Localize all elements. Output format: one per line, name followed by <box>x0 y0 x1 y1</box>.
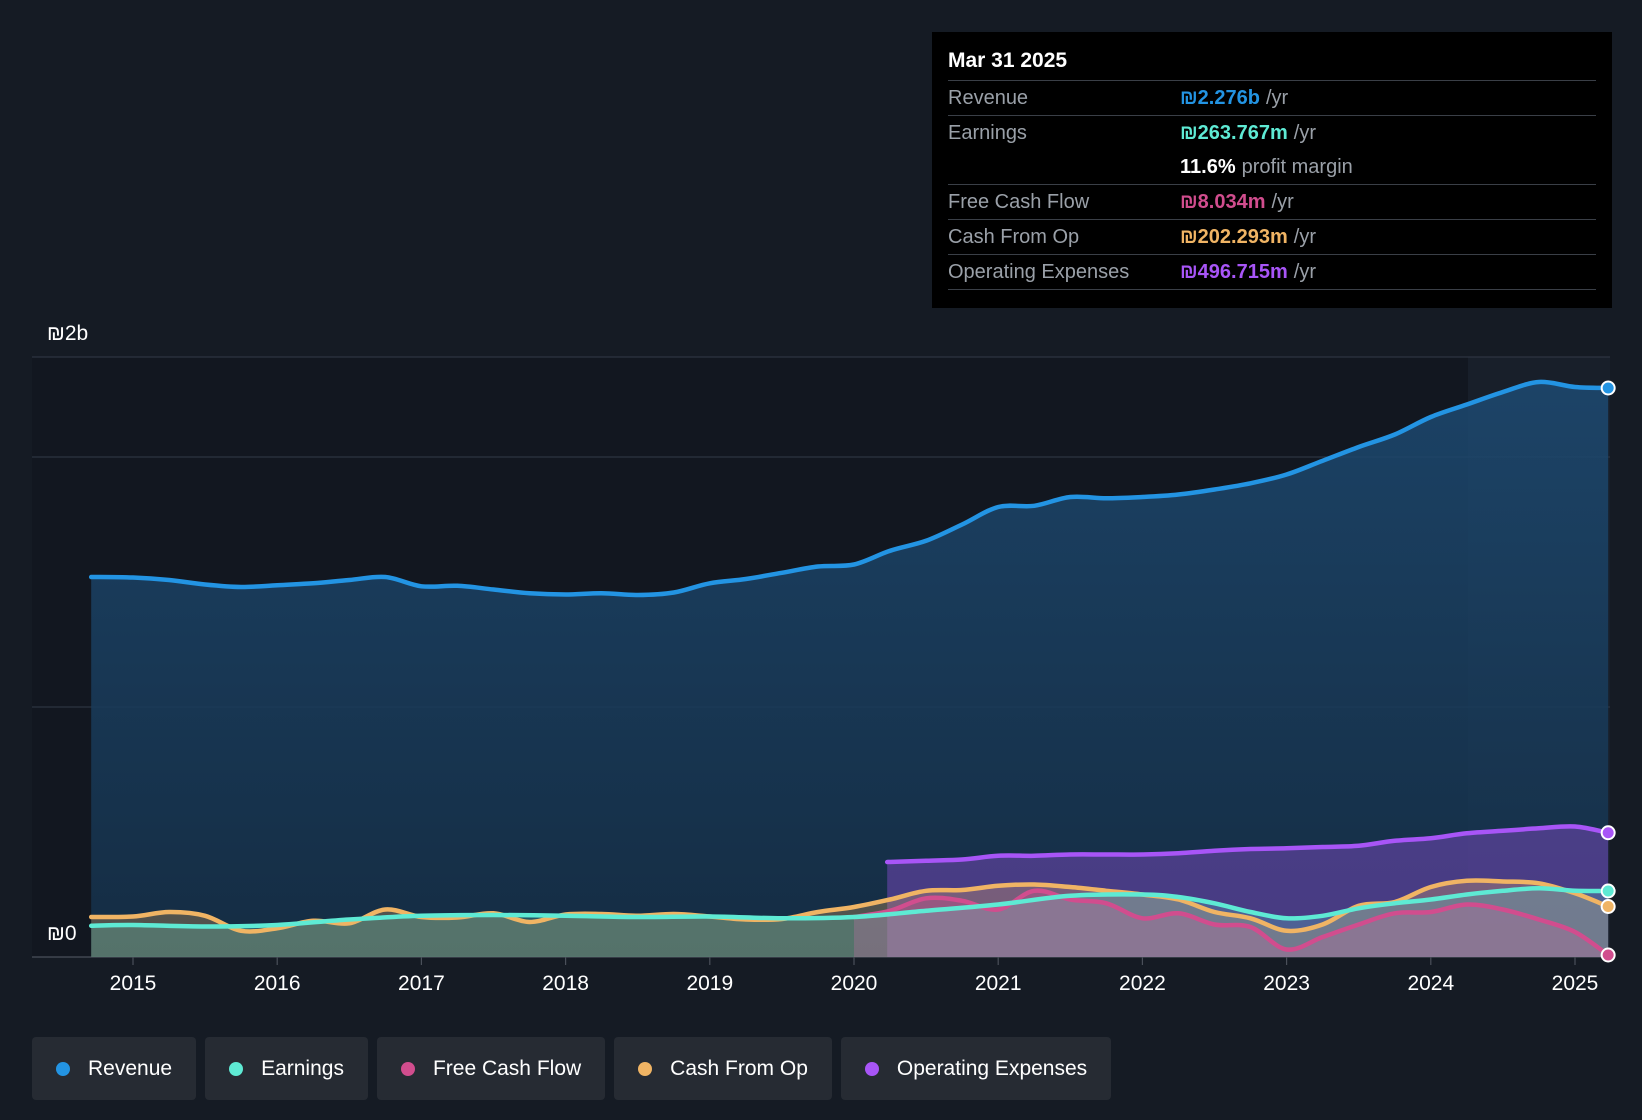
end-dot-revenue <box>1600 380 1616 396</box>
x-tick-label: 2021 <box>975 972 1022 995</box>
area-earnings <box>91 888 1609 957</box>
end-dot-free-cash-flow <box>1600 947 1616 963</box>
area-operating-expenses <box>887 826 1609 957</box>
tooltip-label: Cash From Op <box>948 226 1080 248</box>
tooltip-unit: /yr <box>1293 226 1316 248</box>
tooltip-label <box>948 150 1180 184</box>
legend-dot-icon <box>56 1061 70 1076</box>
line-revenue <box>88 379 1611 598</box>
area-free-cash-flow <box>854 890 1609 957</box>
profit-margin-label: profit margin <box>1241 156 1353 178</box>
chart-area: 2015 2016 2017 2018 2019 2020 2021 2022 2023 2024… <box>32 322 1616 995</box>
y-tick-label-zero: ₪0 <box>47 922 77 945</box>
y-tick-label-top: ₪2b <box>47 322 88 345</box>
tooltip-row-margin: 11.6% profit margin <box>948 150 1596 185</box>
legend-label: Revenue <box>88 1056 173 1080</box>
tooltip-value: ₪202.293m <box>1180 226 1288 248</box>
x-tick-label: 2015 <box>110 972 157 995</box>
tooltip-unit: /yr <box>1265 87 1289 109</box>
tooltip-value: ₪8.034m <box>1180 191 1266 213</box>
x-tick-label: 2023 <box>1263 972 1310 995</box>
tooltip-label: Earnings <box>948 122 1027 144</box>
legend-dot-icon <box>229 1061 244 1076</box>
tooltip-unit: /yr <box>1271 191 1294 213</box>
tooltip-row-opex: Operating Expenses ₪496.715m /yr <box>948 255 1596 290</box>
legend-item-revenue[interactable]: Revenue <box>32 1037 197 1100</box>
tooltip-date: Mar 31 2025 <box>948 46 1596 81</box>
x-tick-label: 2020 <box>831 972 878 995</box>
x-tick-label: 2024 <box>1407 972 1454 995</box>
line-earnings <box>88 886 1611 929</box>
tooltip-value: ₪2.276b <box>1180 87 1260 109</box>
tooltip-value: ₪263.767m <box>1180 122 1288 144</box>
area-revenue <box>91 381 1609 957</box>
x-tick-label: 2018 <box>542 972 589 995</box>
tooltip-unit: /yr <box>1293 261 1316 283</box>
x-tick-label: 2017 <box>398 972 445 995</box>
legend-dot-icon <box>864 1061 879 1076</box>
legend-dot-icon <box>400 1061 415 1076</box>
legend: Revenue Earnings Free Cash Flow Cash Fro… <box>32 1037 1120 1100</box>
x-tick-label: 2019 <box>686 972 733 995</box>
series-end-dots <box>1600 380 1616 963</box>
legend-label: Earnings <box>261 1056 344 1080</box>
x-tick-label: 2025 <box>1552 972 1599 995</box>
legend-item-free-cash-flow[interactable]: Free Cash Flow <box>376 1037 606 1100</box>
legend-label: Free Cash Flow <box>432 1056 582 1080</box>
tooltip-label: Operating Expenses <box>948 261 1130 283</box>
legend-item-cash-from-op[interactable]: Cash From Op <box>614 1037 832 1100</box>
legend-label: Cash From Op <box>670 1056 808 1080</box>
tooltip-label: Free Cash Flow <box>948 191 1090 213</box>
tooltip-panel: Mar 31 2025 Revenue ₪2.276b /yr Earnings… <box>932 32 1612 308</box>
line-cash-from-op <box>88 878 1611 934</box>
tooltip-unit: /yr <box>1293 122 1316 144</box>
profit-margin-value: 11.6% <box>1180 156 1236 178</box>
legend-item-operating-expenses[interactable]: Operating Expenses <box>840 1037 1112 1100</box>
tooltip-row-fcf: Free Cash Flow ₪8.034m /yr <box>948 185 1596 220</box>
legend-dot-icon <box>638 1061 653 1076</box>
tooltip-value: ₪496.715m <box>1180 261 1288 283</box>
tooltip-row-earnings: Earnings ₪263.767m /yr <box>948 116 1596 150</box>
legend-label: Operating Expenses <box>896 1056 1088 1080</box>
x-tick-label: 2022 <box>1119 972 1166 995</box>
y-axis: ₪2b ₪0 <box>47 322 88 945</box>
end-dot-operating-expenses <box>1600 825 1616 841</box>
end-dot-cash-from-op <box>1600 899 1616 914</box>
tooltip-row-cfo: Cash From Op ₪202.293m /yr <box>948 220 1596 255</box>
x-axis: 2015 2016 2017 2018 2019 2020 2021 2022 2023 2024… <box>110 957 1599 995</box>
legend-item-earnings[interactable]: Earnings <box>205 1037 368 1100</box>
end-dot-earnings <box>1600 883 1616 899</box>
tooltip-row-revenue: Revenue ₪2.276b /yr <box>948 81 1596 116</box>
tooltip-label: Revenue <box>948 87 1029 109</box>
x-tick-label: 2016 <box>254 972 301 995</box>
line-operating-expenses <box>884 824 1611 865</box>
series-lines <box>88 379 1611 958</box>
